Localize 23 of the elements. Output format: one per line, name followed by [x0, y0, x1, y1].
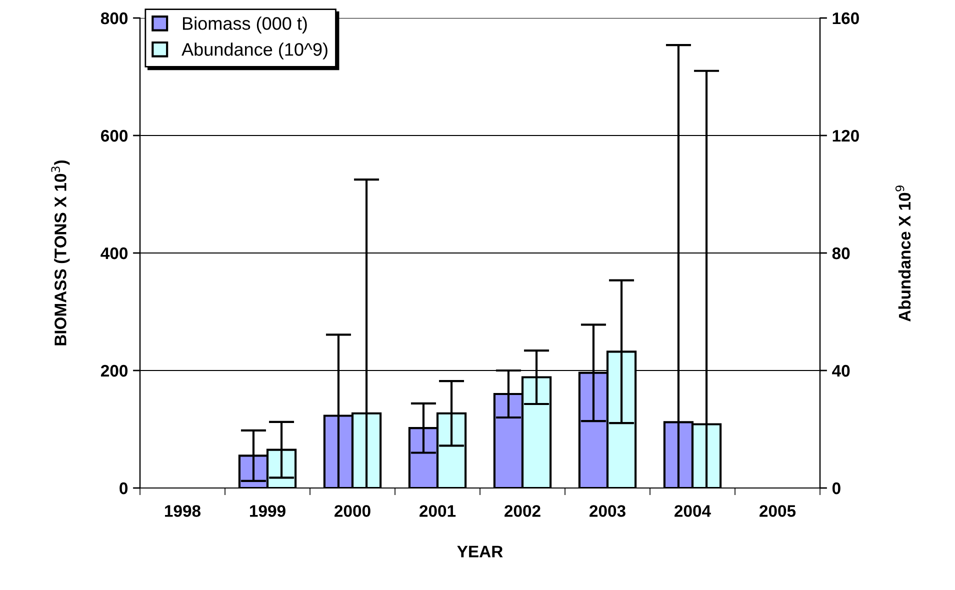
legend-label: Biomass (000 t) — [183, 16, 307, 34]
y-tick-label: 800 — [100, 12, 128, 24]
y-axis-title: BIOMASS (TONS X 10$^{3}$) — [51, 160, 70, 346]
x-tick-label: 2002 — [504, 505, 540, 517]
y2-tick-label: 120 — [832, 130, 859, 142]
x-tick-label: 2000 — [334, 505, 370, 517]
y2-tick-label: 160 — [832, 12, 859, 24]
y2-tick-label: 0 — [832, 482, 840, 494]
x-axis-title: YEAR — [457, 546, 503, 558]
x-tick-label: 2001 — [420, 505, 456, 517]
x-tick-label: 2005 — [760, 505, 796, 517]
x-tick-label: 1998 — [165, 505, 201, 517]
y-tick-label: 0 — [120, 482, 128, 494]
x-tick-label: 2003 — [590, 505, 626, 517]
y2-tick-label: 80 — [832, 247, 850, 260]
x-tick-label: 2004 — [674, 505, 711, 517]
y-tick-label: 600 — [101, 130, 128, 142]
x-tick-label: 1999 — [250, 505, 286, 517]
legend-label: Abundance (10^9) — [182, 42, 328, 60]
y2-tick-label: 40 — [832, 364, 850, 377]
y-tick-label: 400 — [100, 247, 128, 260]
y2-axis-title: Abundance X 10$^{9}$ — [895, 185, 911, 322]
y-tick-label: 200 — [100, 364, 128, 377]
